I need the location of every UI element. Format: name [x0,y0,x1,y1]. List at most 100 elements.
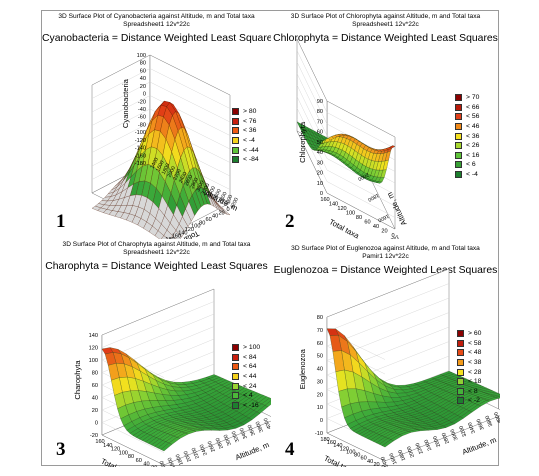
z-tick-label: -20 [90,433,98,439]
chart-title: 3D Surface Plot of Charophyta against Al… [62,241,251,248]
x-tick-label: 40 [373,224,379,230]
wall-gridline [296,61,328,125]
legend-entry: < 38 [457,358,481,368]
chart-subtitle: Spreadsheet1 12v*22c [123,21,190,28]
panel-number: 4 [285,439,295,460]
y-tick-label: 2200 [415,442,425,455]
legend-label: < 48 [468,349,482,357]
z-tick-label: 100 [89,358,98,364]
x-tick-label: 140 [178,230,187,236]
z-tick-label: 50 [317,354,323,360]
legend-swatch [232,382,239,390]
z-axis-label: Chlorophyta [298,121,307,163]
figure-frame: 3D Surface Plot of Cyanobacteria against… [41,10,500,467]
z-tick-label: -160 [135,153,146,159]
z-tick-label: -120 [135,138,146,144]
z-tick-label: -10 [315,431,323,437]
legend-swatch [457,330,464,338]
legend-swatch [455,132,462,140]
y-tick-label: 2000 [406,445,416,458]
legend-swatch [232,392,239,400]
y-tick-label: 1800 [367,192,380,202]
wall-gridline [91,68,151,99]
y-tick-label: 2600 [432,435,442,448]
y-tick-label: 3000 [195,180,206,193]
wall-gridline [149,68,231,109]
legend-swatch [232,117,239,125]
legend-swatch [232,373,239,381]
legend-entry: > 60 [457,329,481,339]
legend-entry: < -44 [232,145,259,155]
x-tick-label: 140 [333,443,342,449]
x-tick-label: 20 [218,210,224,216]
y-tick-label: 3200 [458,425,468,438]
z-tick-label: 40 [140,76,146,82]
legend-label: < 24 [243,382,257,390]
legend-swatch [457,378,464,386]
z-tick-label: 0 [143,92,146,98]
legend-swatch [457,359,464,367]
legend-swatch [455,171,462,179]
legend-entry: < 8 [457,387,481,397]
surface-facet [154,230,165,239]
legend-entry: > 100 [232,343,260,353]
surface-facet [172,230,182,239]
chart-subtitle: Spreadsheet1 12v*22c [123,249,190,256]
x-tick-label: 120 [340,446,349,452]
legend-entry: < 16 [455,151,479,161]
y-tick-label: 2200 [172,168,183,181]
surface-facet [170,235,177,239]
legend-label: < 6 [466,161,476,169]
wall-gridline [91,122,151,153]
y-tick-label: 4200 [229,197,240,210]
legend-label: < -44 [243,146,259,154]
y-tick-label: 2000 [357,171,370,181]
wall-gridline [326,181,396,218]
chart-title: 3D Surface Plot of Chlorophyta against A… [290,13,481,20]
z-tick-label: 30 [317,160,323,166]
legend-swatch [457,387,464,395]
legend-label: > 70 [466,94,480,102]
x-tick-label: 100 [119,450,128,456]
legend: > 60 < 58 < 48 < 38 < 28 < 18 < 8 < -2 [457,329,481,406]
x-tick-label: 0 [391,233,394,239]
z-tick-label: 60 [140,68,146,74]
legend-label: < 36 [466,132,480,140]
y-tick-label: 1600 [155,160,166,173]
z-tick-label: 0 [320,191,323,197]
legend-label: < 76 [243,117,257,125]
x-tick-label: 120 [111,447,120,453]
wall-gridline [296,50,328,113]
chart-subtitle: Spreadsheet1 12v*22c [352,21,419,28]
y-tick-label: 2200 [191,446,201,459]
chart-panel-chlorophyta: 3D Surface Plot of Chlorophyta against A… [271,11,500,239]
legend-entry: < 26 [455,141,479,151]
legend-entry: < -4 [232,136,259,146]
legend-entry: > 80 [232,107,259,117]
z-tick-label: 80 [140,61,146,67]
y-tick-label: 4000 [224,194,235,207]
legend: > 100 < 84 < 64 < 44 < 24 < 4 < -16 [232,343,260,410]
legend-swatch [232,137,239,145]
surface-facet [160,235,169,239]
legend: > 70 < 66 < 56 < 46 < 36 < 26 < 16 < 6 < -4 [455,93,479,179]
surface-facet [381,439,395,448]
chart-heading: Cyanobacteria = Distance Weighted Least … [42,33,271,44]
y-tick-label: 3800 [485,414,495,427]
z-tick-label: 50 [317,140,323,146]
x-tick-label: 80 [128,454,134,460]
z-tick-label: 80 [92,371,98,377]
x-tick-label: 20 [373,462,379,467]
z-tick-label: 40 [317,150,323,156]
chart-panel-cyanobacteria: 3D Surface Plot of Cyanobacteria against… [42,11,271,239]
legend-entry: < 44 [232,372,260,382]
legend-label: < 18 [468,378,482,386]
legend-entry: < 4 [232,391,260,401]
legend-swatch [232,401,239,409]
legend-entry: < 46 [455,122,479,132]
legend-label: < -16 [243,401,259,409]
legend-swatch [232,363,239,371]
wall-gridline [101,422,165,453]
legend-entry: < 76 [232,117,259,127]
x-axis-label: Total taxa [322,454,356,467]
